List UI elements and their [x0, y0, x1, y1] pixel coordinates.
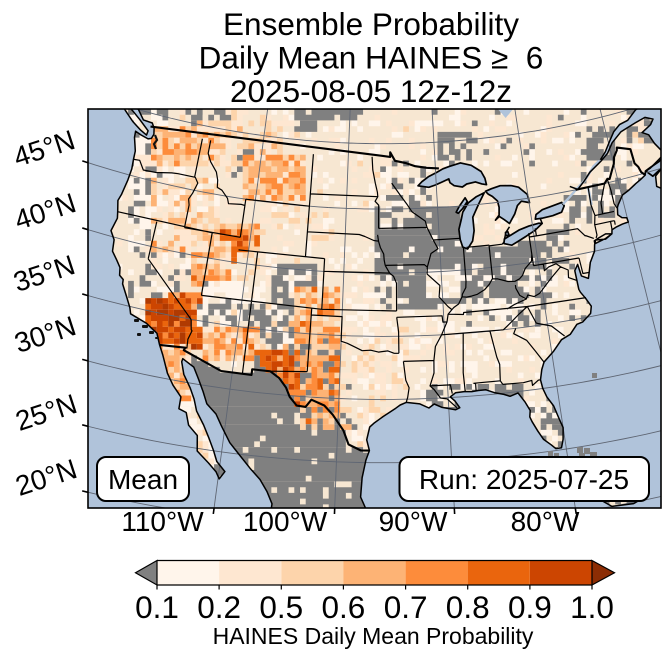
svg-text:25°N: 25°N — [12, 388, 81, 437]
svg-text:0.9: 0.9 — [508, 589, 552, 625]
svg-text:80°W: 80°W — [511, 506, 580, 537]
svg-text:30°N: 30°N — [11, 310, 80, 359]
svg-text:35°N: 35°N — [10, 249, 79, 298]
svg-text:90°W: 90°W — [379, 506, 448, 537]
svg-text:40°N: 40°N — [11, 187, 80, 236]
svg-text:100°W: 100°W — [243, 506, 328, 537]
svg-text:Ensemble Probability: Ensemble Probability — [223, 6, 519, 42]
svg-text:45°N: 45°N — [10, 124, 79, 173]
svg-text:Daily Mean HAINES ≥ 6: Daily Mean HAINES ≥ 6 — [199, 40, 544, 76]
svg-text:HAINES Daily Mean Probability: HAINES Daily Mean Probability — [213, 623, 534, 649]
svg-text:0.7: 0.7 — [384, 589, 428, 625]
svg-text:Mean: Mean — [108, 464, 178, 495]
svg-text:Run: 2025-07-25: Run: 2025-07-25 — [419, 464, 629, 495]
svg-text:1.0: 1.0 — [570, 589, 614, 625]
svg-text:0.6: 0.6 — [322, 589, 366, 625]
svg-text:110°W: 110°W — [121, 506, 204, 537]
svg-text:0.5: 0.5 — [259, 589, 303, 625]
svg-text:20°N: 20°N — [12, 453, 81, 502]
svg-text:0.8: 0.8 — [446, 589, 490, 625]
svg-text:2025-08-05 12z-12z: 2025-08-05 12z-12z — [230, 73, 512, 109]
svg-text:0.2: 0.2 — [197, 589, 241, 625]
svg-text:0.1: 0.1 — [135, 589, 179, 625]
